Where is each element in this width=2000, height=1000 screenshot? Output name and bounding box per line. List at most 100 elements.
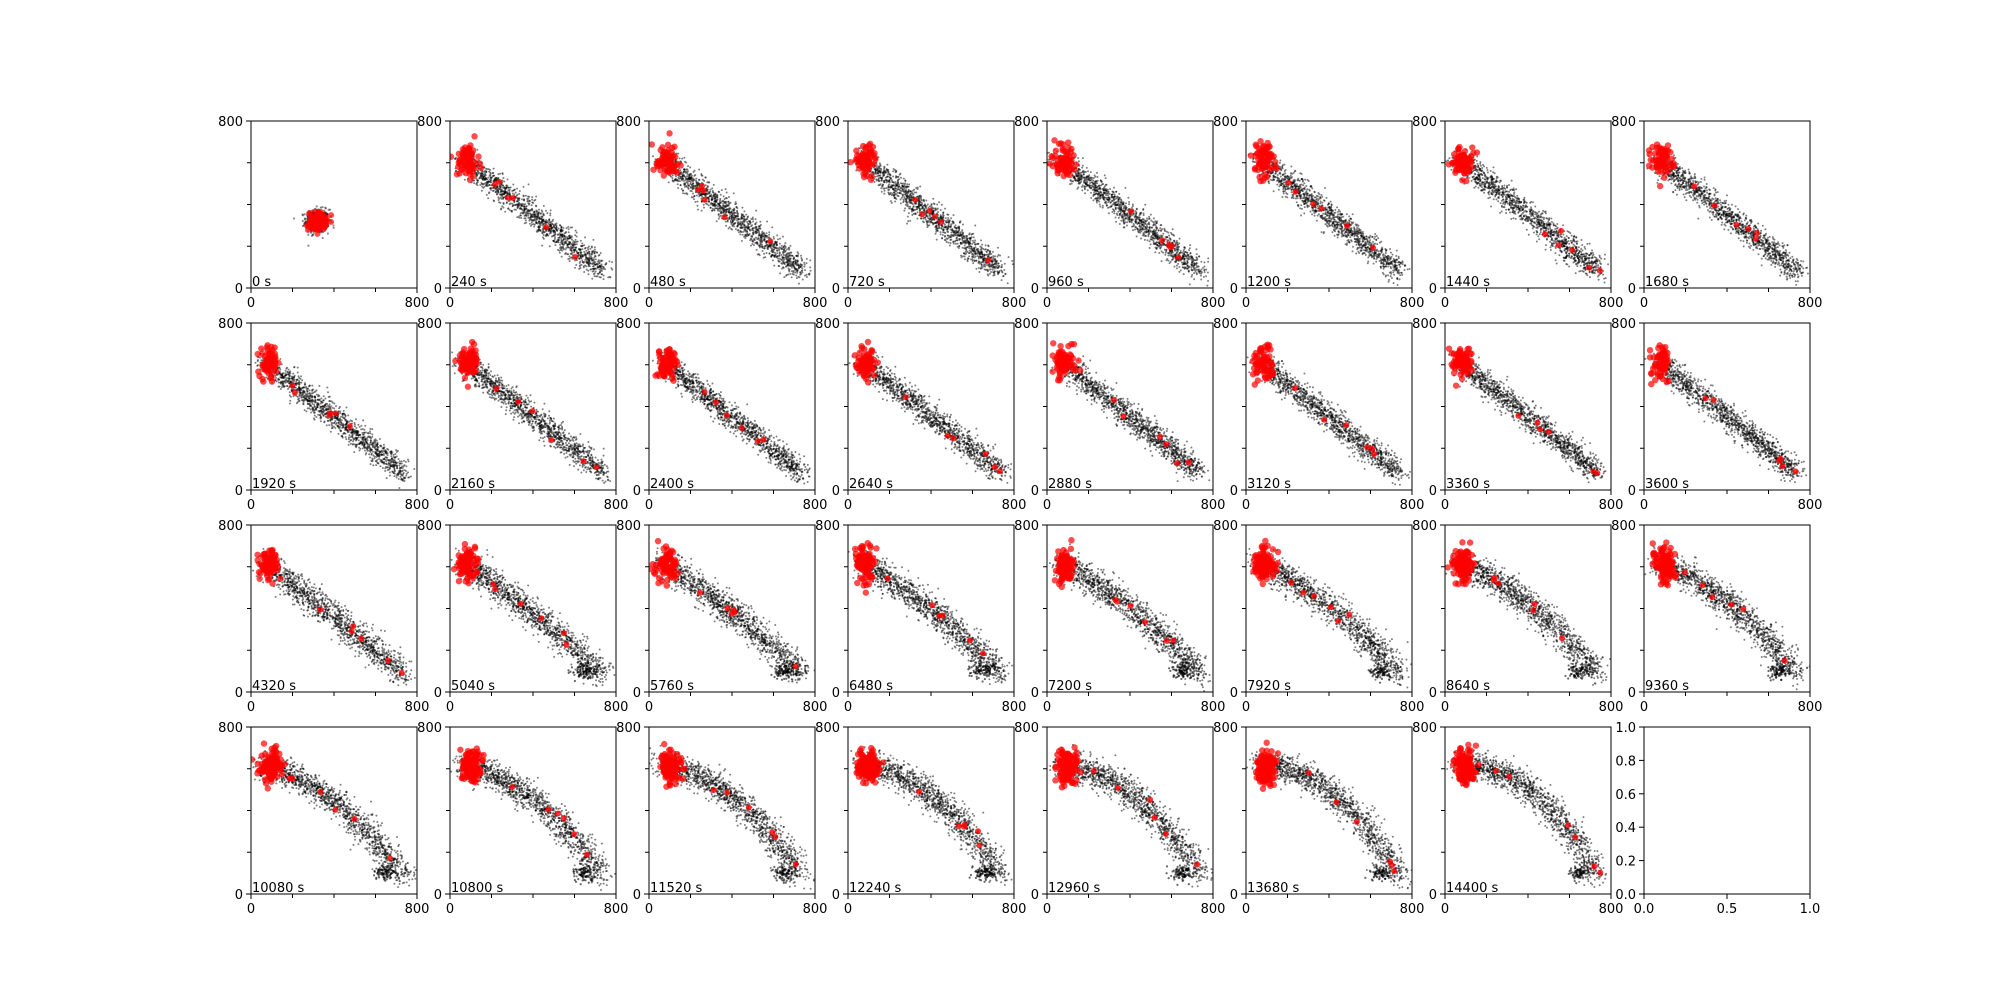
bulk-point <box>971 253 974 256</box>
bulk-point <box>730 211 733 214</box>
bulk-point <box>1077 157 1080 160</box>
bulk-point <box>521 204 524 207</box>
bulk-point <box>752 220 755 223</box>
bulk-point <box>696 208 699 211</box>
bulk-point <box>679 184 682 187</box>
bulk-point <box>718 204 721 207</box>
highlight-point <box>985 257 992 264</box>
bulk-point <box>936 203 939 206</box>
bulk-point <box>975 249 978 252</box>
bulk-point <box>307 233 310 236</box>
bulk-point <box>555 224 558 227</box>
bulk-point <box>960 242 963 245</box>
bulk-point <box>592 238 595 241</box>
y-tick-label: 800 <box>417 115 442 130</box>
bulk-point <box>537 227 540 230</box>
bulk-point <box>889 200 892 203</box>
bulk-point <box>749 237 752 240</box>
bulk-point <box>550 235 553 238</box>
bulk-point <box>482 173 485 176</box>
bulk-point <box>502 206 505 209</box>
bulk-point <box>485 193 488 196</box>
bulk-point <box>980 265 983 268</box>
bulk-point <box>992 271 995 274</box>
bulk-point <box>677 152 680 155</box>
bulk-point <box>934 207 937 210</box>
bulk-point <box>561 235 564 238</box>
bulk-point <box>484 177 487 180</box>
bulk-point <box>764 234 767 237</box>
highlight-point <box>450 153 455 160</box>
bulk-point <box>561 249 564 252</box>
bulk-point <box>750 235 753 238</box>
bulk-point <box>687 165 690 168</box>
bulk-point <box>770 255 773 258</box>
bulk-point <box>997 265 1000 268</box>
bulk-point <box>542 237 545 240</box>
bulk-point <box>730 227 733 230</box>
bulk-point <box>479 173 482 176</box>
bulk-point <box>475 177 478 180</box>
bulk-point <box>528 219 531 222</box>
bulk-point <box>674 179 677 182</box>
bulk-point <box>542 218 545 221</box>
bulk-point <box>599 269 602 272</box>
bulk-point <box>709 195 712 198</box>
bulk-point <box>800 272 803 275</box>
bulk-point <box>487 192 490 195</box>
bulk-point <box>688 173 691 176</box>
highlight-point <box>466 176 474 184</box>
bulk-point <box>763 238 766 241</box>
bulk-point <box>535 205 538 208</box>
bulk-point <box>907 195 910 198</box>
bulk-point <box>1126 221 1129 224</box>
bulk-point <box>1202 275 1205 278</box>
bulk-point <box>939 231 942 234</box>
bulk-point <box>961 246 964 249</box>
bulk-point <box>577 253 580 256</box>
x-tick-label: 800 <box>604 296 629 311</box>
bulk-point <box>722 195 725 198</box>
bulk-point <box>884 176 887 179</box>
bulk-point <box>328 208 332 211</box>
highlight-point <box>543 224 550 231</box>
bulk-point <box>720 189 723 192</box>
bulk-point <box>303 213 306 216</box>
bulk-point <box>972 241 975 244</box>
bulk-point <box>916 217 919 220</box>
bulk-point <box>912 209 915 212</box>
bulk-point <box>1006 282 1009 285</box>
scatter-points <box>649 130 812 285</box>
bulk-point <box>897 175 900 178</box>
bulk-point <box>784 249 787 252</box>
bulk-point <box>593 267 596 270</box>
bulk-point <box>917 200 920 203</box>
bulk-point <box>478 171 481 174</box>
bulk-point <box>975 259 978 262</box>
bulk-point <box>761 250 764 253</box>
bulk-point <box>691 192 694 195</box>
bulk-point <box>696 200 699 203</box>
bulk-point <box>1104 177 1107 180</box>
bulk-point <box>958 237 961 240</box>
bulk-point <box>480 182 483 185</box>
bulk-point <box>794 259 797 262</box>
bulk-point <box>900 196 903 199</box>
highlight-point <box>853 147 860 154</box>
bulk-point <box>795 264 798 267</box>
bulk-point <box>516 199 519 202</box>
bulk-point <box>695 177 698 180</box>
bulk-point <box>717 190 720 193</box>
bulk-point <box>580 245 583 248</box>
bulk-point <box>566 237 569 240</box>
bulk-point <box>753 239 756 242</box>
bulk-point <box>999 259 1002 262</box>
bulk-point <box>324 206 327 209</box>
bulk-point <box>571 226 574 229</box>
bulk-point <box>1134 228 1137 231</box>
bulk-point <box>495 187 498 190</box>
bulk-point <box>743 235 746 238</box>
bulk-point <box>997 254 1000 257</box>
bulk-point <box>564 248 567 251</box>
bulk-point <box>808 273 811 276</box>
